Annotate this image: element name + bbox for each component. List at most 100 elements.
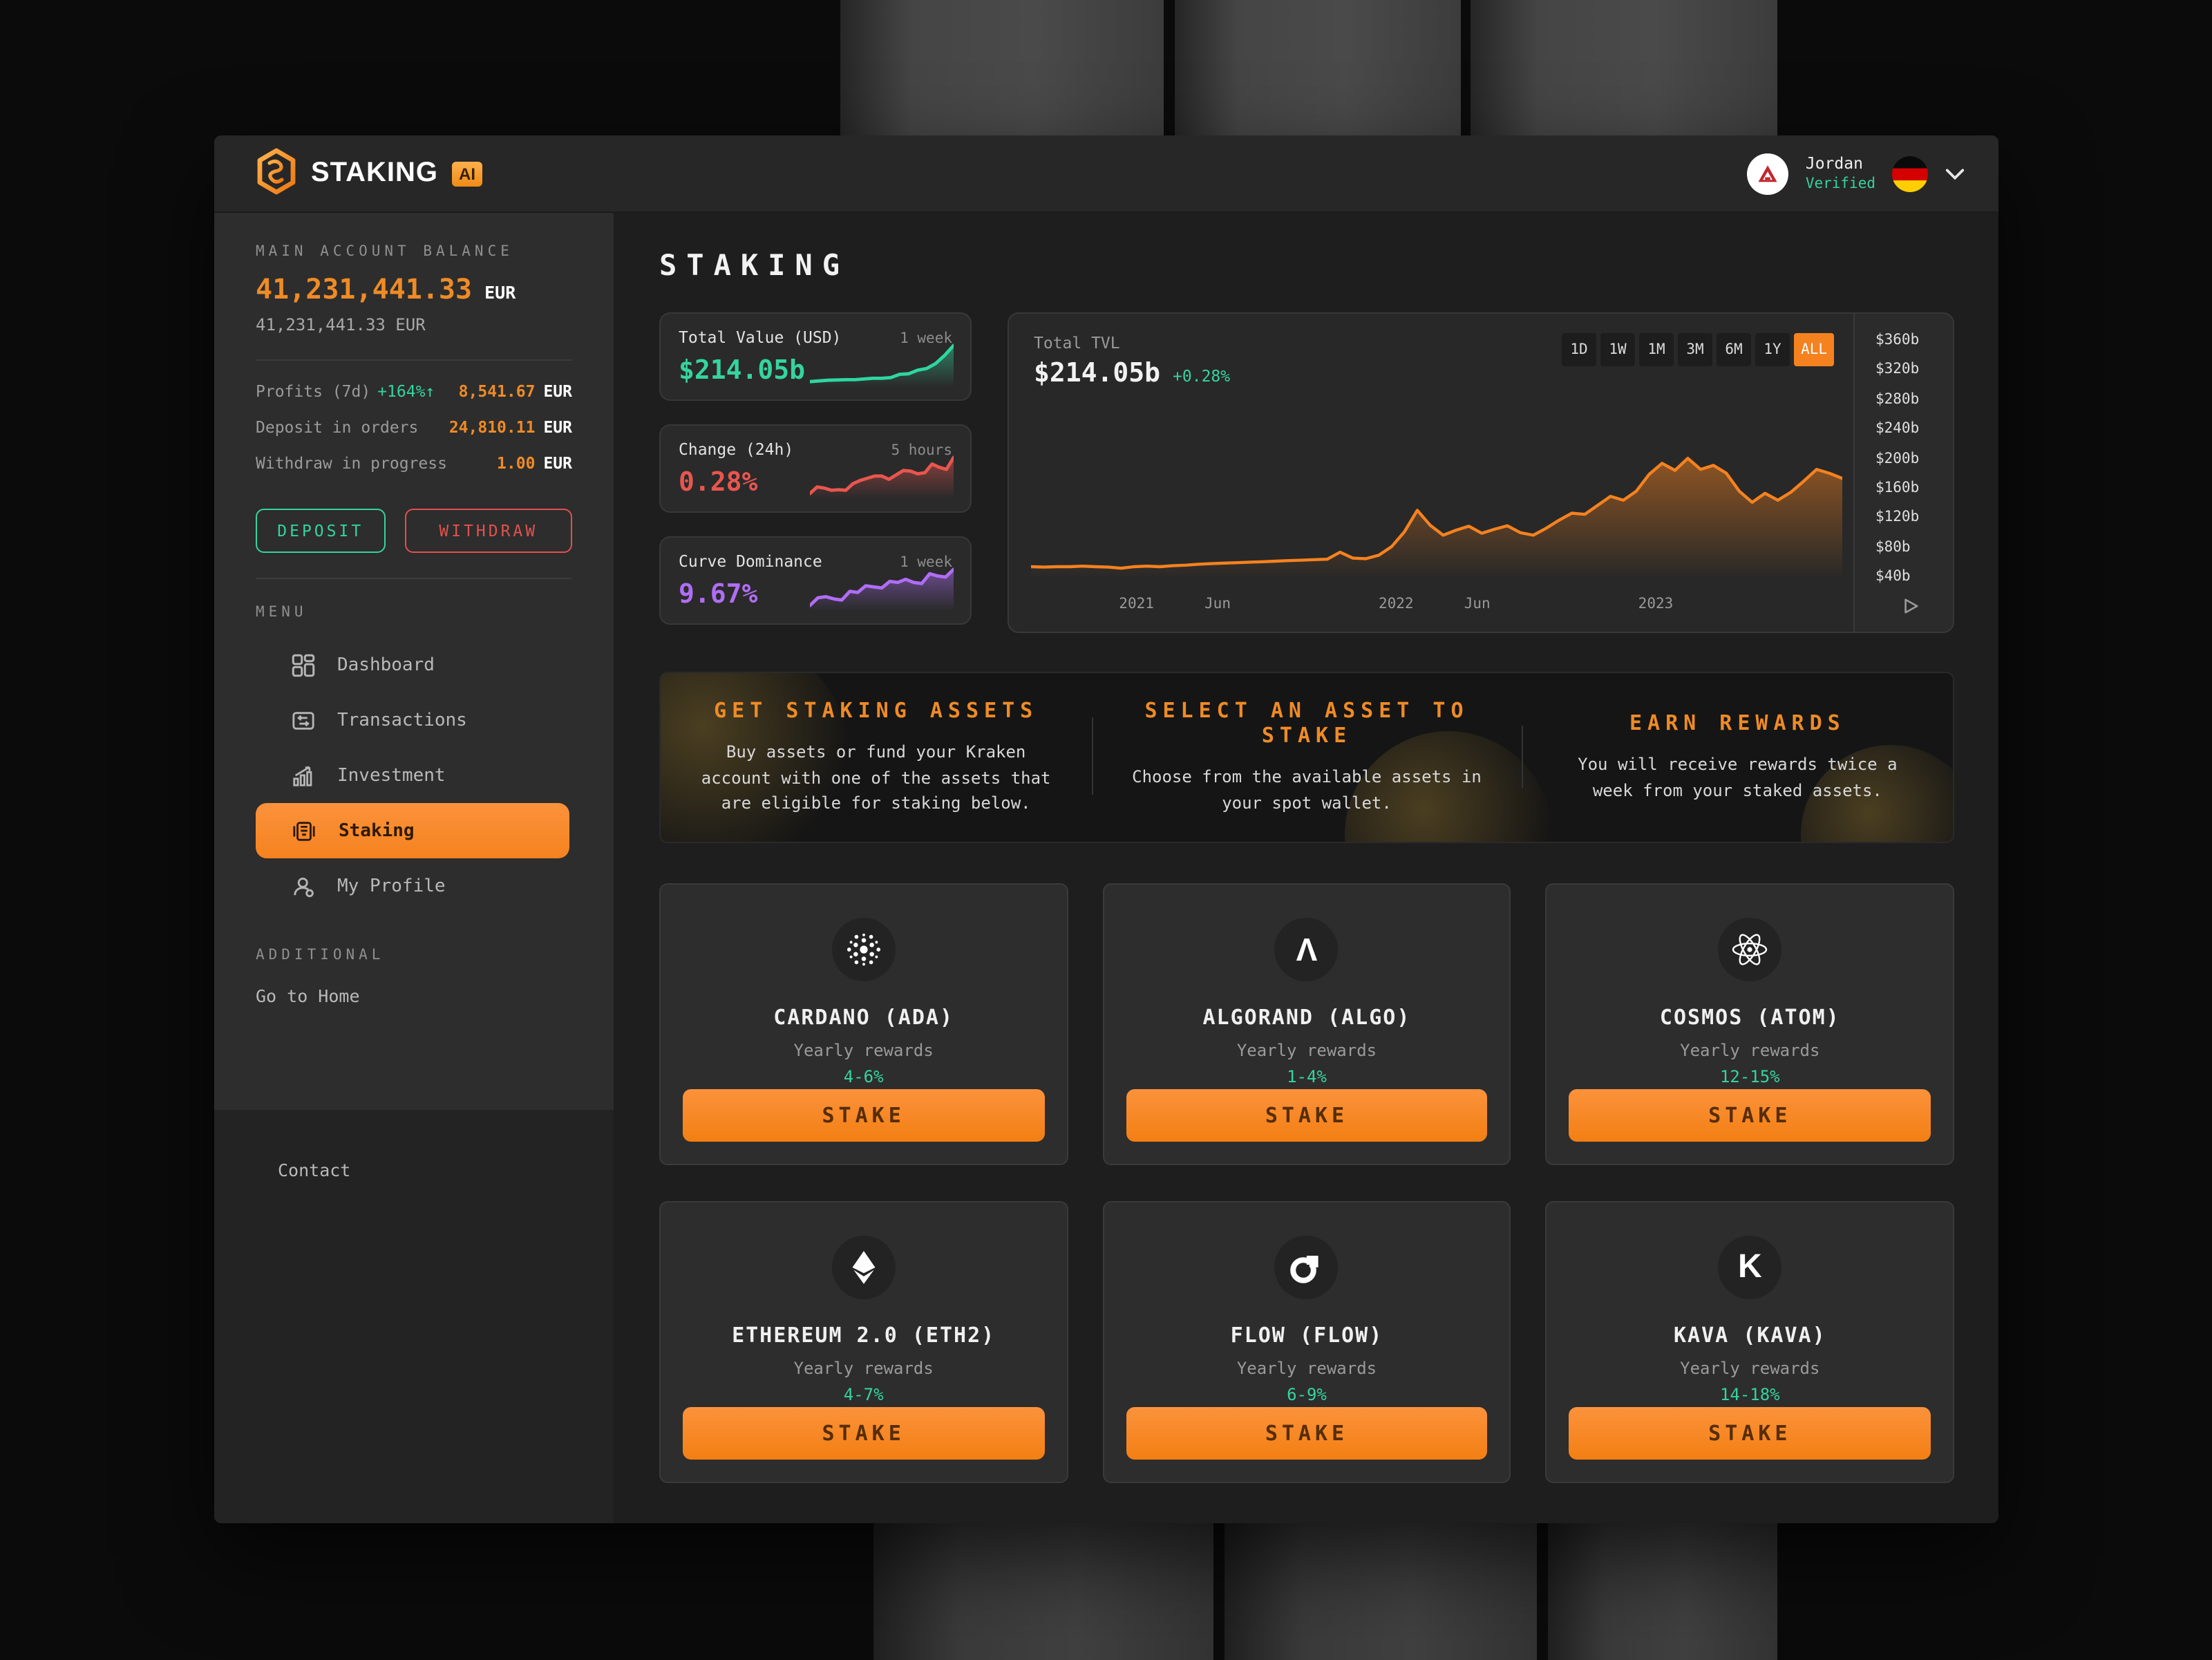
- german-flag-icon[interactable]: [1892, 155, 1928, 191]
- brand-name: STAKING: [311, 158, 439, 188]
- stake-button[interactable]: STAKE: [1569, 1407, 1931, 1460]
- kava-icon: K: [1718, 1236, 1782, 1299]
- balance-value: 41,231,441.33: [256, 272, 473, 305]
- stat-row-deposit: Deposit in orders 24,810.11 EUR: [256, 417, 572, 437]
- divider: [256, 359, 572, 361]
- avatar[interactable]: [1747, 153, 1789, 194]
- additional-label: ADDITIONAL: [256, 947, 385, 963]
- card-title: Total Value (USD): [679, 328, 842, 347]
- sparkline-chart: [808, 564, 956, 611]
- card-title: Change (24h): [679, 440, 794, 459]
- asset-card-cardano: CARDANO (ADA) Yearly rewards 4-6% STAKE: [659, 883, 1068, 1165]
- range-all[interactable]: ALL: [1794, 333, 1834, 366]
- background-panel: [840, 0, 1164, 135]
- account-stats: Profits (7d) +164%↑ 8,541.67 EUR Deposit…: [214, 381, 614, 489]
- play-icon[interactable]: [1902, 597, 1920, 619]
- stat-row-profits: Profits (7d) +164%↑ 8,541.67 EUR: [256, 381, 572, 401]
- page-title: STAKING: [659, 249, 850, 282]
- app-window: STAKING AI Jordan Verified MAIN ACCOUNT …: [214, 135, 1998, 1523]
- step-get-assets: GET STAKING ASSETS Buy assets or fund yo…: [701, 698, 1051, 813]
- deposit-button[interactable]: DEPOSIT: [256, 509, 386, 553]
- algorand-icon: Λ: [1274, 918, 1339, 981]
- stat-row-withdraw: Withdraw in progress 1.00 EUR: [256, 453, 572, 473]
- stat-cards-column: Total Value (USD) 1 week $214.05b Change…: [659, 312, 972, 633]
- chevron-down-icon[interactable]: [1945, 167, 1965, 180]
- asset-card-kava: K KAVA (KAVA) Yearly rewards 14-18% STAK…: [1545, 1201, 1954, 1483]
- range-1d[interactable]: 1D: [1562, 333, 1597, 366]
- main-content: STAKING Total Value (USD) 1 week $214.05…: [614, 213, 1998, 1523]
- cosmos-icon: [1718, 918, 1782, 981]
- background-panel: [1225, 1523, 1537, 1660]
- brand-ai-badge: AI: [452, 161, 483, 186]
- brand: STAKING AI: [256, 147, 483, 200]
- asset-card-ethereum: ETHEREUM 2.0 (ETH2) Yearly rewards 4-7% …: [659, 1201, 1068, 1483]
- tvl-chart-panel: Total TVL $214.05b +0.28% 1D 1W 1M 3M 6M: [1008, 312, 1954, 633]
- stake-button[interactable]: STAKE: [1126, 1407, 1488, 1460]
- card-value: 0.28%: [679, 467, 758, 498]
- asset-card-algorand: Λ ALGORAND (ALGO) Yearly rewards 1-4% ST…: [1102, 883, 1511, 1165]
- change-24h-card: Change (24h) 5 hours 0.28%: [659, 424, 972, 513]
- tvl-title: Total TVL: [1034, 333, 1120, 352]
- curve-dominance-card: Curve Dominance 1 week 9.67%: [659, 536, 972, 625]
- onboarding-steps: GET STAKING ASSETS Buy assets or fund yo…: [659, 672, 1954, 843]
- app-header: STAKING AI Jordan Verified: [214, 135, 1998, 213]
- background-panel: [1471, 0, 1777, 135]
- card-value: 9.67%: [679, 579, 758, 610]
- sidebar-footer: Contact: [214, 1110, 614, 1523]
- sidebar: MAIN ACCOUNT BALANCE 41,231,441.33 EUR 4…: [214, 213, 614, 1523]
- balance-label: MAIN ACCOUNT BALANCE: [256, 243, 513, 260]
- total-value-card: Total Value (USD) 1 week $214.05b: [659, 312, 972, 401]
- investment-icon: [292, 764, 315, 787]
- range-1m[interactable]: 1M: [1639, 333, 1674, 366]
- stake-button[interactable]: STAKE: [1126, 1089, 1488, 1142]
- user-status: Verified: [1805, 176, 1875, 193]
- tvl-change: +0.28%: [1173, 366, 1231, 386]
- menu-label: MENU: [256, 604, 308, 621]
- sparkline-chart: [808, 340, 956, 387]
- range-1w[interactable]: 1W: [1600, 333, 1636, 366]
- sidebar-item-staking[interactable]: Staking: [256, 803, 569, 858]
- transactions-icon: [292, 708, 315, 732]
- card-title: Curve Dominance: [679, 551, 822, 571]
- range-1y[interactable]: 1Y: [1755, 333, 1790, 366]
- card-period: 1 week: [900, 554, 952, 571]
- withdraw-button[interactable]: WITHDRAW: [404, 509, 572, 553]
- stake-button[interactable]: STAKE: [1569, 1089, 1931, 1142]
- staking-icon: [292, 819, 316, 842]
- asset-card-cosmos: COSMOS (ATOM) Yearly rewards 12-15% STAK…: [1545, 883, 1954, 1165]
- balance-currency: EUR: [484, 282, 516, 303]
- sidebar-item-dashboard[interactable]: Dashboard: [256, 637, 569, 692]
- x-axis-labels: 2021 Jun 2022 Jun 2023: [1119, 596, 1674, 612]
- background-panel: [873, 1523, 1213, 1660]
- step-earn-rewards: EARN REWARDS You will receive rewards tw…: [1522, 711, 1953, 804]
- sidebar-item-investment[interactable]: Investment: [256, 748, 569, 803]
- sidebar-item-transactions[interactable]: Transactions: [256, 692, 569, 748]
- time-range-selector: 1D 1W 1M 3M 6M 1Y ALL: [1562, 333, 1834, 366]
- cardano-icon: [831, 918, 896, 981]
- tvl-line-chart: [1029, 399, 1844, 579]
- sidebar-item-my-profile[interactable]: My Profile: [256, 858, 569, 914]
- profile-icon: [292, 874, 315, 898]
- asset-grid: CARDANO (ADA) Yearly rewards 4-6% STAKE …: [659, 883, 1954, 1483]
- background-panel: [1175, 0, 1461, 135]
- card-value: $214.05b: [679, 355, 806, 386]
- balance-secondary: 41,231,441.33 EUR: [256, 315, 426, 334]
- ethereum-icon: [831, 1236, 896, 1299]
- range-6m[interactable]: 6M: [1717, 333, 1752, 366]
- range-3m[interactable]: 3M: [1678, 333, 1713, 366]
- stake-button[interactable]: STAKE: [683, 1407, 1045, 1460]
- divider: [256, 578, 572, 579]
- card-period: 1 week: [900, 330, 952, 347]
- go-to-home-link[interactable]: Go to Home: [256, 985, 360, 1006]
- dashboard-icon: [292, 653, 315, 677]
- user-meta: Jordan Verified: [1806, 152, 1875, 195]
- y-axis-labels: $360b $320b $280b $240b $200b $160b $120…: [1853, 314, 1953, 632]
- stake-button[interactable]: STAKE: [683, 1089, 1045, 1142]
- balance-row: 41,231,441.33 EUR: [256, 272, 572, 305]
- user-area: Jordan Verified: [1747, 152, 1965, 195]
- flow-icon: [1274, 1236, 1339, 1299]
- contact-link[interactable]: Contact: [278, 1160, 351, 1180]
- sidebar-menu: Dashboard Transactions Investment: [256, 637, 569, 914]
- coin-decoration: [661, 673, 849, 842]
